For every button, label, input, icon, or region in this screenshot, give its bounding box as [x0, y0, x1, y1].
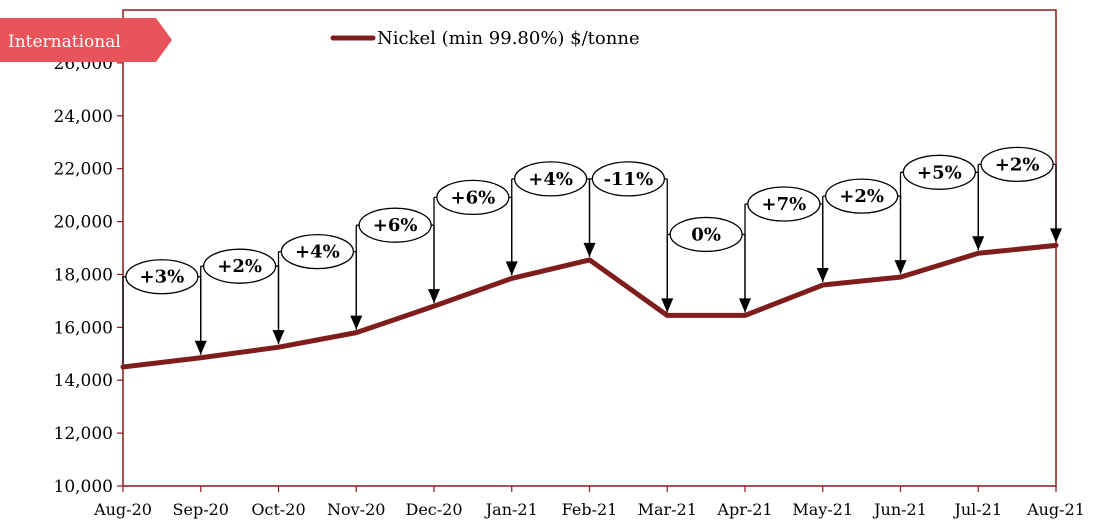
change-label: -11%	[604, 169, 654, 190]
international-badge: International	[0, 18, 172, 62]
x-tick-label: Mar-21	[638, 500, 697, 519]
change-bubble	[202, 248, 277, 284]
data-point	[122, 366, 124, 368]
y-tick-label: 16,000	[54, 318, 113, 338]
x-tick-label: Jul-21	[952, 500, 1002, 519]
y-tick-label: 12,000	[54, 424, 113, 444]
y-tick-label: 24,000	[54, 107, 113, 127]
x-tick-label: Jun-21	[872, 500, 927, 519]
data-point	[355, 332, 357, 334]
change-label: +6%	[451, 187, 496, 208]
data-point	[977, 252, 979, 254]
change-label: +5%	[917, 162, 962, 183]
change-label: +3%	[140, 267, 185, 288]
change-bubble	[280, 233, 355, 270]
series-layer	[120, 242, 1059, 370]
x-tick-label: Oct-20	[251, 500, 305, 519]
legend-label: Nickel (min 99.80%) $/tonne	[377, 28, 640, 49]
x-tick-label: Aug-20	[93, 500, 152, 519]
change-bubble	[980, 146, 1054, 183]
legend: Nickel (min 99.80%) $/tonne	[330, 28, 640, 49]
change-label: 0%	[691, 224, 721, 245]
y-tick-label: 20,000	[54, 213, 113, 233]
data-point	[589, 259, 590, 261]
y-tick-label: 18,000	[54, 265, 113, 285]
change-label: +2%	[995, 154, 1040, 175]
change-bubble	[436, 179, 510, 216]
badge-shape	[0, 18, 172, 62]
data-point	[200, 357, 202, 359]
badge-label: International	[8, 32, 121, 52]
x-tick-label: Dec-20	[405, 500, 462, 519]
change-bubble	[358, 207, 432, 243]
change-bubble	[824, 178, 899, 214]
data-point	[744, 314, 746, 316]
data-point	[278, 346, 279, 348]
change-labels: +3% +2% +4% +6% +6% +4% -11% 0% +7% +2% +5% +2%	[125, 146, 1054, 295]
change-bubble	[591, 161, 666, 197]
change-bubble	[125, 259, 199, 295]
data-point	[1055, 244, 1057, 246]
y-tick-label: 14,000	[54, 371, 113, 391]
change-label: +2%	[839, 186, 884, 207]
change-bubble	[513, 161, 588, 197]
change-label: +2%	[217, 256, 262, 277]
change-label: +6%	[373, 215, 418, 236]
change-bubble	[669, 216, 743, 253]
x-tick-label: May-21	[792, 500, 853, 519]
y-tick-label: 22,000	[54, 160, 113, 180]
data-point	[666, 314, 668, 316]
change-label: +4%	[295, 242, 340, 263]
data-point	[822, 284, 824, 286]
x-tick-label: Nov-20	[327, 500, 385, 519]
y-tick-label: 10,000	[54, 477, 113, 497]
change-bubble	[747, 186, 821, 222]
data-point	[433, 305, 435, 307]
change-bubble	[902, 154, 977, 190]
x-axis: Aug-20 Sep-20 Oct-20 Nov-20 Dec-20 Jan-21 Feb-…	[93, 486, 1085, 519]
change-label: +7%	[762, 194, 807, 215]
y-axis: 10,000 12,000 14,000 16,000 18,000 20,000 22,0…	[54, 54, 123, 497]
data-point	[511, 277, 513, 279]
change-arrowhead	[1050, 228, 1062, 243]
x-tick-label: Jan-21	[484, 500, 538, 519]
x-tick-label: Aug-21	[1026, 500, 1085, 519]
x-tick-label: Feb-21	[562, 500, 618, 519]
x-tick-label: Apr-21	[716, 500, 772, 519]
x-tick-label: Sep-20	[173, 500, 229, 519]
data-point	[900, 276, 901, 278]
change-label: +4%	[528, 169, 573, 190]
